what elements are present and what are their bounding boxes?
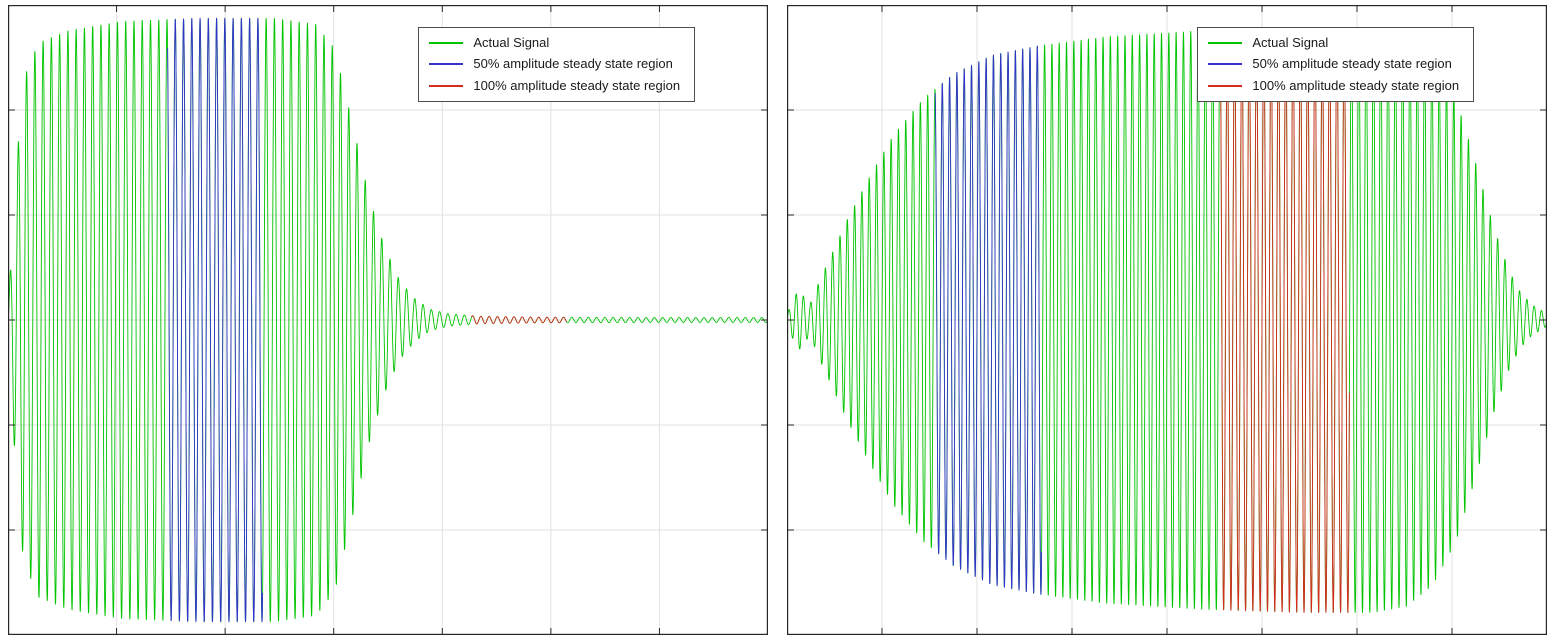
- right-legend: Actual Signal 50% amplitude steady state…: [1197, 27, 1475, 102]
- legend-label: 100% amplitude steady state region: [473, 77, 681, 93]
- left-plot: Actual Signal 50% amplitude steady state…: [8, 5, 768, 635]
- legend-entry-50pct-region: 50% amplitude steady state region: [429, 56, 680, 72]
- left-legend: Actual Signal 50% amplitude steady state…: [418, 27, 696, 102]
- legend-entry-100pct-region: 100% amplitude steady state region: [1208, 78, 1459, 94]
- right-plot: Actual Signal 50% amplitude steady state…: [787, 5, 1547, 635]
- blue-line-sample-icon: [1208, 63, 1243, 66]
- legend-label: Actual Signal: [473, 35, 550, 50]
- legend-label: 50% amplitude steady state region: [473, 56, 673, 72]
- green-line-sample-icon: [1208, 42, 1243, 45]
- red-line-sample-icon: [429, 84, 464, 87]
- blue-line-sample-icon: [429, 63, 464, 66]
- green-line-sample-icon: [429, 42, 464, 45]
- legend-entry-actual-signal: Actual Signal: [429, 35, 680, 51]
- left-plot-canvas: [8, 5, 768, 635]
- legend-label: Actual Signal: [1252, 35, 1329, 50]
- legend-label: 50% amplitude steady state region: [1252, 56, 1452, 72]
- legend-entry-actual-signal: Actual Signal: [1208, 35, 1459, 51]
- right-plot-canvas: [787, 5, 1547, 635]
- legend-entry-100pct-region: 100% amplitude steady state region: [429, 78, 680, 94]
- red-line-sample-icon: [1208, 84, 1243, 87]
- legend-label: 100% amplitude steady state region: [1252, 77, 1460, 93]
- legend-entry-50pct-region: 50% amplitude steady state region: [1208, 56, 1459, 72]
